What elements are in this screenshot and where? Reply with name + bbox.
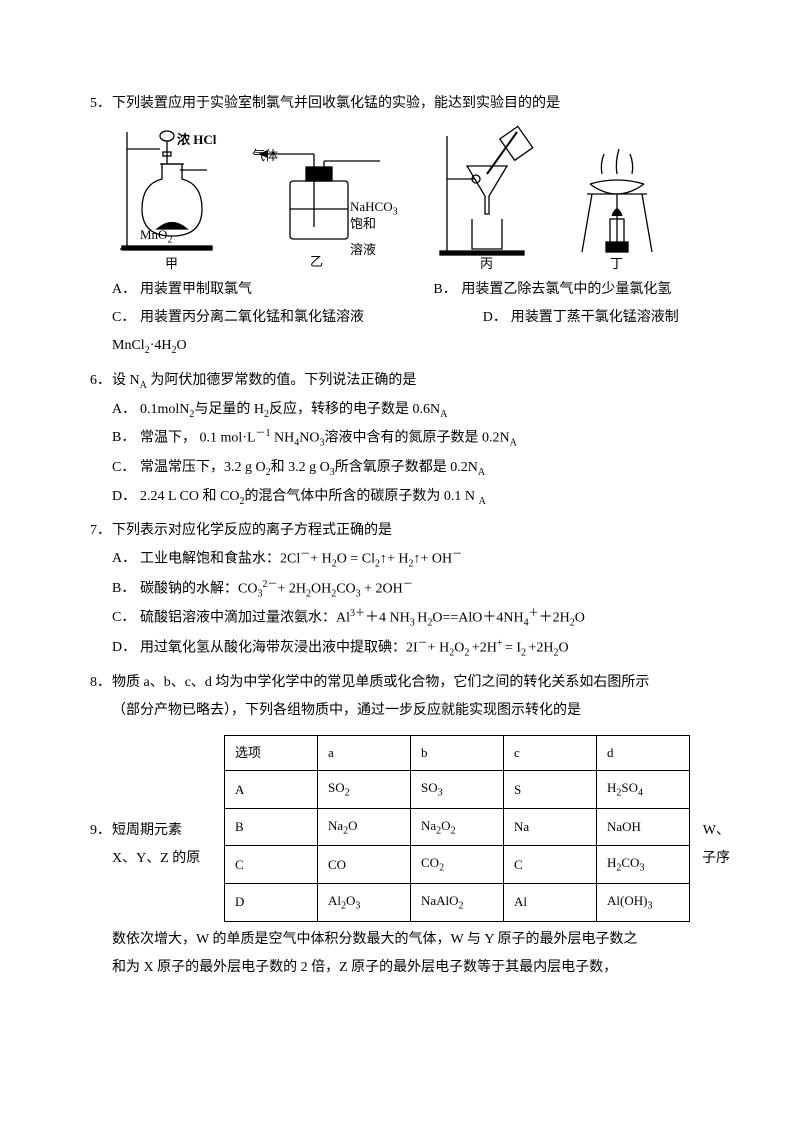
q8-q9-wrap: 选项abcdASO2SO3SH2SO4BNa2ONa2O2NaNaOHCCOCO… (90, 731, 730, 981)
q5-stem: 5． 下列装置应用于实验室制氯气并回收氯化锰的实验，能达到实验目的的是 (90, 90, 730, 118)
apparatus-jia: 浓 HCl MnO2 甲 (112, 124, 222, 275)
question-5: 5． 下列装置应用于实验室制氯气并回收氯化锰的实验，能达到实验目的的是 (90, 90, 730, 361)
question-6: 6． 设 NA 为阿伏加德罗常数的值。下列说法正确的是 A．0.1molN2与足… (90, 367, 730, 512)
caption-bing: 丙 (480, 251, 493, 277)
q5-opt-b: B．用装置乙除去氯气中的少量氯化氢 (433, 276, 730, 304)
q9-right1: W、 (703, 817, 730, 845)
apparatus-ding: 丁 (562, 124, 672, 275)
q9-line4: 和为 X 原子的最外层电子数的 2 倍，Z 原子的最外层电子数等于其最内层电子数… (90, 954, 730, 982)
q8-stem-1: 8． 物质 a、b、c、d 均为中学化学中的常见单质或化合物，它们之间的转化关系… (90, 669, 730, 697)
label-mno2: MnO2 (140, 222, 172, 251)
q9-line2: X、Y、Z 的原 (90, 845, 216, 873)
q8-table-wrap: 选项abcdASO2SO3SH2SO4BNa2ONa2O2NaNaOHCCOCO… (224, 731, 690, 925)
q6-opt-a: A．0.1molN2与足量的 H2反应，转移的电子数是 0.6NA (90, 396, 730, 425)
caption-yi: 乙 (310, 249, 323, 275)
apparatus-yi: 气体 NaHCO3 饱和溶液 乙 (252, 149, 382, 270)
q5-opt-a: A．用装置甲制取氯气 (112, 276, 433, 304)
question-8: 8． 物质 a、b、c、d 均为中学化学中的常见单质或化合物，它们之间的转化关系… (90, 669, 730, 725)
q9-line3: 数依次增大，W 的单质是空气中体积分数最大的气体，W 与 Y 原子的最外层电子数… (90, 926, 730, 954)
q6-opt-c: C．常温常压下，3.2 g O2和 3.2 g O3所含氧原子数都是 0.2NA (90, 454, 730, 483)
question-7: 7． 下列表示对应化学反应的离子方程式正确的是 A．工业电解饱和食盐水：2Cl－… (90, 517, 730, 663)
q-number: 5． (90, 90, 112, 118)
q8-stem-2: （部分产物已略去），下列各组物质中，通过一步反应就能实现图示转化的是 (90, 697, 730, 725)
q5-tail: MnCl2·4H2O (90, 332, 730, 361)
q9-right2: 子序 (702, 845, 730, 873)
q7-opt-d: D．用过氧化氢从酸化海带灰浸出液中提取碘：2I－+ H2O2 +2H+ = I2… (90, 634, 730, 663)
q5-options-row1: A．用装置甲制取氯气 B．用装置乙除去氯气中的少量氯化氢 (90, 276, 730, 304)
q7-opt-a: A．工业电解饱和食盐水：2Cl－+ H2O = Cl2↑+ H2↑+ OH－ (90, 545, 730, 574)
q5-opt-c: C．用装置丙分离二氧化锰和氯化锰溶液 (112, 304, 483, 332)
q6-stem: 6． 设 NA 为阿伏加德罗常数的值。下列说法正确的是 (90, 367, 730, 396)
label-hcl: 浓 HCl (177, 127, 216, 153)
q5-diagrams: 浓 HCl MnO2 甲 气体 NaHCO3 (112, 124, 730, 274)
apparatus-bing: 丙 (432, 124, 547, 275)
q7-opt-b: B．碳酸钠的水解：CO32－+ 2H2OH2CO3 + 2OH－ (90, 575, 730, 604)
q9-line1: 9． 短周期元素 (90, 817, 216, 845)
caption-jia: 甲 (165, 251, 178, 277)
stem-text: 下列装置应用于实验室制氯气并回收氯化锰的实验，能达到实验目的的是 (112, 90, 730, 118)
q8-table: 选项abcdASO2SO3SH2SO4BNa2ONa2O2NaNaOHCCOCO… (224, 735, 690, 921)
q6-opt-b: B．常温下， 0.1 mol·L－1 NH4NO3溶液中含有的氮原子数是 0.2… (90, 424, 730, 453)
q5-options-row2: C．用装置丙分离二氧化锰和氯化锰溶液 D．用装置丁蒸干氯化锰溶液制 (90, 304, 730, 332)
q7-stem: 7． 下列表示对应化学反应的离子方程式正确的是 (90, 517, 730, 545)
q6-opt-d: D．2.24 L CO 和 CO2的混合气体中所含的碳原子数为 0.1 N A (90, 483, 730, 512)
q5-opt-d: D．用装置丁蒸干氯化锰溶液制 (483, 304, 730, 332)
caption-ding: 丁 (610, 251, 623, 277)
label-gas: 气体 (252, 143, 278, 169)
q7-opt-c: C．硫酸铝溶液中滴加过量浓氨水：Al3＋＋4 NH3 H2O==AlO＋4NH4… (90, 604, 730, 633)
label-saturated: 饱和溶液 (350, 211, 382, 263)
